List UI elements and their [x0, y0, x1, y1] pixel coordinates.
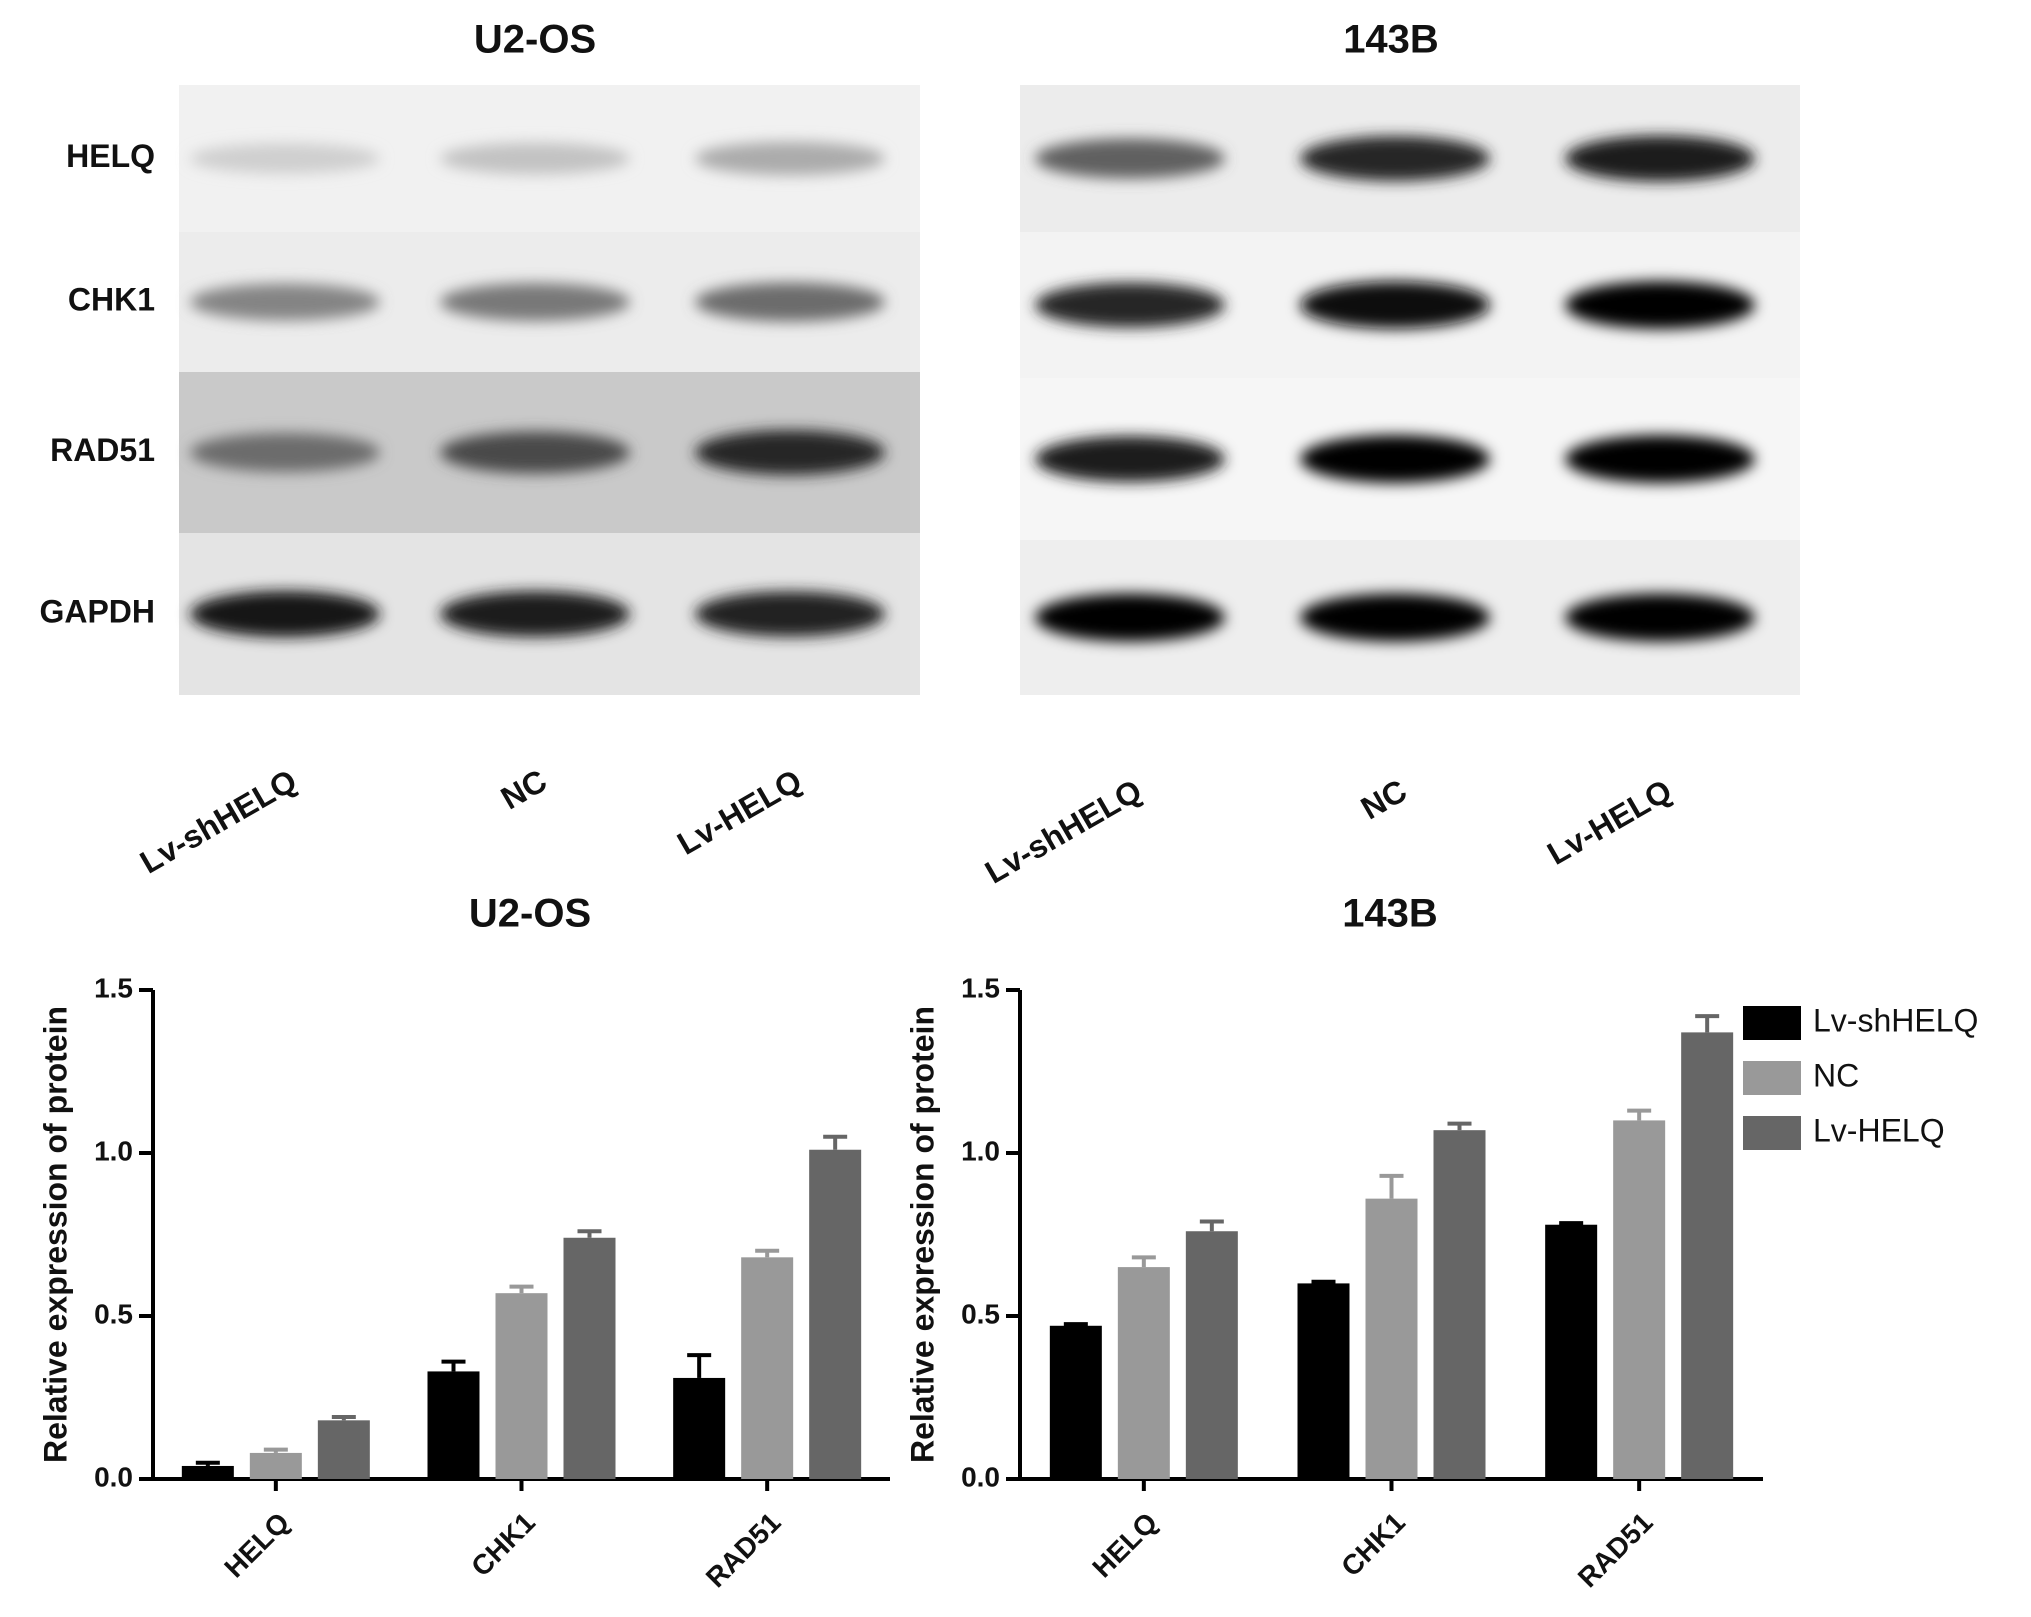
- error-bar: [577, 1229, 602, 1238]
- blot-band: [1035, 282, 1225, 328]
- bar: [741, 1257, 794, 1479]
- blot-band: [1035, 436, 1225, 482]
- blot-title: 143B: [1343, 18, 1439, 62]
- legend-swatch: [1743, 1061, 1801, 1095]
- y-axis-label: Relative expression of protein: [904, 1006, 940, 1463]
- blot-band: [1300, 435, 1490, 483]
- x-tick-label: HELQ: [1086, 1507, 1163, 1584]
- bar: [1613, 1120, 1666, 1479]
- error-bar: [1199, 1219, 1224, 1232]
- blot-band: [440, 283, 630, 321]
- blot-row-label: HELQ: [66, 138, 155, 174]
- blot-band: [1035, 138, 1225, 179]
- error-bar: [1131, 1255, 1156, 1268]
- y-tick-label: 0.5: [961, 1298, 1000, 1329]
- error-bar: [263, 1447, 288, 1453]
- blot-row-label: GAPDH: [39, 593, 155, 629]
- error-bar: [1559, 1221, 1584, 1226]
- legend-swatch: [1743, 1006, 1801, 1040]
- error-bar: [441, 1359, 466, 1372]
- blot-row-label: RAD51: [50, 432, 155, 468]
- blot-band: [190, 143, 380, 174]
- y-axis-label: Relative expression of protein: [37, 1006, 73, 1463]
- error-bar: [509, 1284, 534, 1294]
- bar: [1433, 1130, 1486, 1479]
- bar: [809, 1149, 862, 1479]
- blot-band: [1300, 593, 1490, 642]
- blot-band: [1300, 136, 1490, 181]
- blot-band: [1565, 435, 1755, 483]
- blot-band: [440, 591, 630, 637]
- blot-lane-label: Lv-HELQ: [1541, 772, 1678, 872]
- error-bar: [1627, 1108, 1652, 1121]
- blot-band: [695, 282, 885, 322]
- legend-swatch: [1743, 1116, 1801, 1150]
- error-bar: [823, 1134, 848, 1150]
- bar: [1297, 1283, 1350, 1479]
- blot-band: [440, 431, 630, 474]
- bar: [495, 1293, 548, 1479]
- y-tick-label: 0.0: [94, 1461, 133, 1492]
- chart-title: U2-OS: [469, 892, 591, 936]
- blot-band: [190, 433, 380, 472]
- bar: [1049, 1325, 1102, 1479]
- bar: [1365, 1198, 1418, 1479]
- blot-band: [695, 141, 885, 176]
- x-tick-label: CHK1: [1335, 1507, 1411, 1583]
- error-bar: [1063, 1322, 1088, 1327]
- error-bar: [755, 1248, 780, 1258]
- error-bar: [331, 1415, 356, 1421]
- x-tick-label: RAD51: [700, 1507, 787, 1594]
- y-tick-label: 0.5: [94, 1298, 133, 1329]
- legend-label: Lv-HELQ: [1813, 1112, 1945, 1148]
- bar: [427, 1371, 480, 1479]
- bar: [1117, 1267, 1170, 1479]
- blot-band: [1565, 281, 1755, 329]
- blot-band: [1565, 135, 1755, 182]
- blot-band: [695, 591, 885, 637]
- blot-title: U2-OS: [474, 18, 596, 62]
- bar: [1681, 1032, 1734, 1479]
- blot-row-label: CHK1: [68, 281, 155, 317]
- chart-title: 143B: [1342, 892, 1438, 936]
- blot-band: [695, 430, 885, 475]
- bar: [563, 1237, 616, 1479]
- x-tick-label: RAD51: [1572, 1507, 1659, 1594]
- blot-lane-label: Lv-HELQ: [671, 762, 808, 862]
- x-tick-label: HELQ: [218, 1507, 295, 1584]
- x-tick-label: CHK1: [465, 1507, 541, 1583]
- blot-band: [1565, 593, 1755, 642]
- blot-lane-label: Lv-shHELQ: [134, 762, 303, 880]
- error-bar: [195, 1460, 220, 1466]
- error-bar: [1311, 1279, 1336, 1284]
- bar: [317, 1420, 370, 1479]
- legend-label: NC: [1813, 1057, 1859, 1093]
- error-bar: [1695, 1014, 1720, 1033]
- bar: [249, 1452, 302, 1479]
- y-tick-label: 1.0: [94, 1135, 133, 1166]
- bar: [181, 1465, 234, 1479]
- error-bar: [687, 1353, 712, 1378]
- blot-lane-label: NC: [1355, 772, 1413, 826]
- bar: [1545, 1224, 1598, 1479]
- y-tick-label: 1.0: [961, 1135, 1000, 1166]
- blot-band: [1300, 281, 1490, 329]
- blot-lane-label: Lv-shHELQ: [979, 772, 1148, 890]
- blot-band: [1035, 593, 1225, 642]
- blot-band: [190, 283, 380, 321]
- blot-band: [190, 590, 380, 638]
- y-tick-label: 0.0: [961, 1461, 1000, 1492]
- legend-label: Lv-shHELQ: [1813, 1002, 1978, 1038]
- bar: [1185, 1231, 1238, 1479]
- y-tick-label: 1.5: [961, 972, 1000, 1003]
- blot-band: [440, 142, 630, 175]
- error-bar: [1379, 1173, 1404, 1199]
- error-bar: [1447, 1121, 1472, 1131]
- y-tick-label: 1.5: [94, 972, 133, 1003]
- bar: [673, 1377, 726, 1479]
- blot-lane-label: NC: [495, 762, 553, 816]
